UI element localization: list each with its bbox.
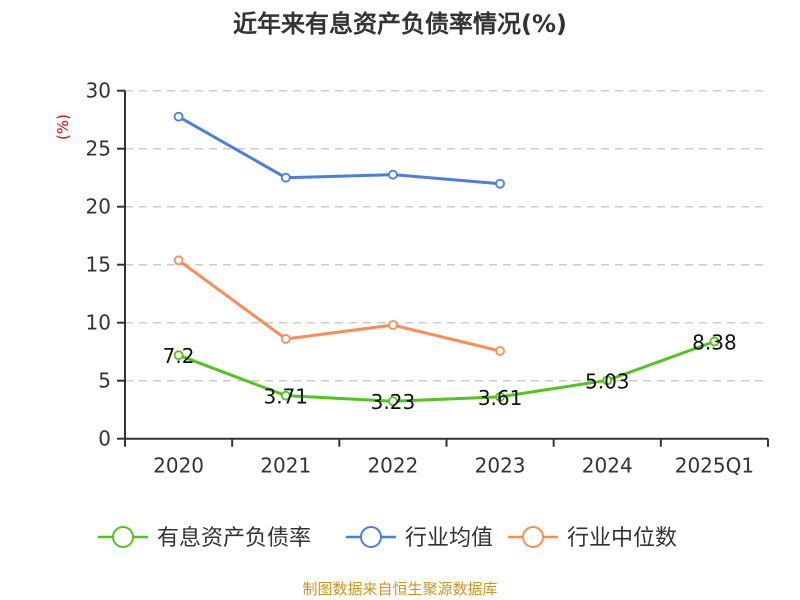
- data-point: [495, 178, 505, 189]
- y-tick-label: 10: [86, 311, 111, 335]
- x-tick-label: 2025Q1: [675, 454, 754, 478]
- data-point: [173, 255, 184, 266]
- data-point: [388, 396, 398, 407]
- series-line: [177, 259, 501, 353]
- data-point: [280, 334, 291, 344]
- data-label: 7.2: [163, 344, 195, 368]
- data-point: [495, 391, 505, 402]
- y-tick-label: 30: [86, 79, 111, 103]
- legend-marker: [360, 526, 382, 548]
- legend-label: 有息资产负债率: [157, 526, 311, 551]
- series-line: [178, 340, 715, 403]
- data-point: [173, 111, 184, 122]
- legend-label: 行业中位数: [567, 526, 677, 551]
- data-point: [280, 172, 291, 183]
- y-tick-label: 25: [86, 137, 111, 161]
- data-point: [388, 320, 398, 330]
- y-tick-label: 5: [98, 369, 111, 393]
- x-tick-label: 2023: [475, 454, 526, 478]
- y-tick-label: 20: [86, 195, 111, 219]
- data-point: [709, 336, 720, 347]
- data-label: 8.38: [692, 330, 737, 354]
- data-label: 3.61: [478, 386, 523, 410]
- legend-marker: [112, 526, 134, 548]
- y-tick-label: 0: [98, 427, 111, 451]
- data-point: [173, 350, 184, 361]
- data-point: [602, 375, 613, 386]
- data-point: [280, 390, 291, 401]
- data-point: [495, 346, 505, 356]
- legend-label: 行业均值: [405, 526, 493, 551]
- data-label: 3.23: [371, 390, 416, 414]
- legend-marker: [522, 526, 544, 548]
- source-note: 制图数据来自恒生聚源数据库: [302, 580, 497, 598]
- y-axis-label: (%): [54, 114, 72, 140]
- y-tick-label: 15: [86, 253, 111, 277]
- chart-title: 近年来有息资产负债率情况(%): [233, 10, 567, 38]
- x-tick-label: 2020: [153, 454, 204, 478]
- x-tick-label: 2021: [260, 454, 311, 478]
- data-label: 3.71: [263, 385, 308, 409]
- x-tick-label: 2022: [367, 454, 418, 478]
- x-tick-label: 2024: [582, 454, 633, 478]
- series-line: [177, 115, 501, 186]
- data-point: [388, 169, 398, 180]
- data-label: 5.03: [585, 369, 630, 393]
